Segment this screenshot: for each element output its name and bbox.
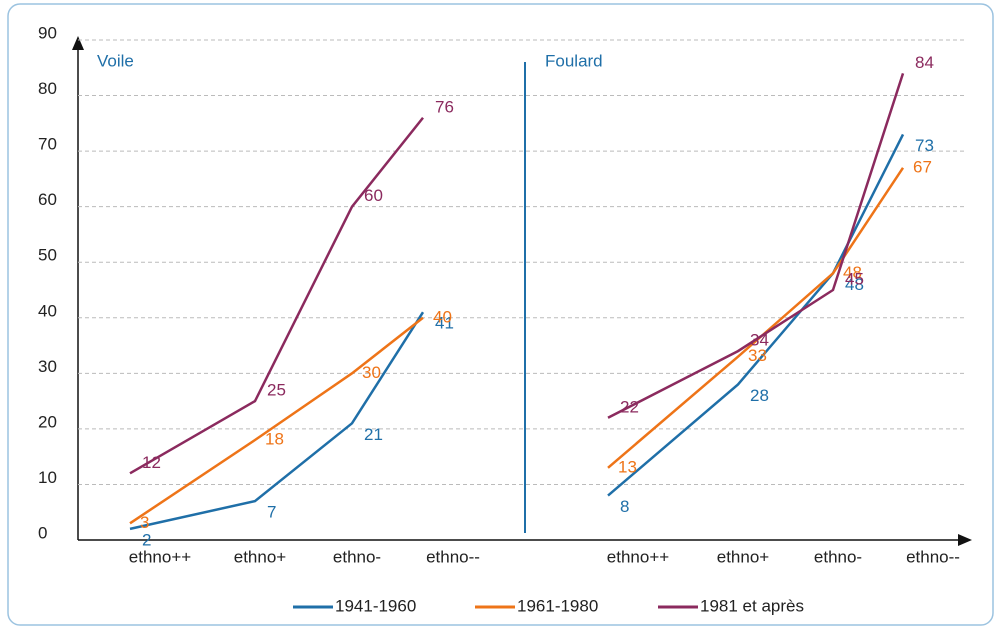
data-label: 30 [362,363,381,382]
data-label: 25 [267,381,286,400]
y-tick-label: 10 [38,468,57,487]
x-tick-label: ethno++ [607,547,669,566]
panel-title: Foulard [545,51,603,70]
y-tick-label: 90 [38,23,57,42]
data-label: 3 [140,513,149,532]
x-tick-label: ethno-- [426,547,480,566]
data-label: 67 [913,157,932,176]
x-tick-label: ethno- [814,547,862,566]
x-tick-label: ethno+ [234,547,287,566]
y-arrow [72,36,84,50]
data-label: 34 [750,331,769,350]
x-tick-label: ethno+ [717,547,770,566]
y-tick-label: 80 [38,79,57,98]
y-tick-label: 20 [38,412,57,431]
data-label: 60 [364,186,383,205]
y-tick-label: 40 [38,301,57,320]
data-label: 21 [364,425,383,444]
data-label: 7 [267,503,276,522]
x-arrow [958,534,972,546]
panel-title: Voile [97,51,134,70]
data-label: 76 [435,97,454,116]
data-label: 18 [265,429,284,448]
data-label: 12 [142,453,161,472]
series-line [129,116,424,475]
series-line [607,167,905,469]
data-label: 40 [433,307,452,326]
data-label: 73 [915,136,934,155]
data-label: 2 [142,530,151,549]
y-tick-label: 50 [38,246,57,265]
series-line [129,311,425,531]
data-label: 22 [620,397,639,416]
data-label: 41 [435,314,454,333]
x-tick-label: ethno- [333,547,381,566]
data-label: 13 [618,457,637,476]
legend-label: 1961-1980 [517,596,598,615]
y-tick-label: 0 [38,523,47,542]
series-line [607,72,905,419]
data-label: 28 [750,386,769,405]
series-line [129,316,424,525]
legend-label: 1981 et après [700,596,804,615]
data-label: 33 [748,346,767,365]
data-label: 8 [620,497,629,516]
data-label: 84 [915,53,934,72]
data-label: 48 [845,275,864,294]
frame [7,3,994,626]
data-label: 48 [843,263,862,282]
y-tick-label: 70 [38,135,57,154]
legend-label: 1941-1960 [335,596,416,615]
series-line [607,133,905,497]
x-tick-label: ethno++ [129,547,191,566]
x-tick-label: ethno-- [906,547,960,566]
y-tick-label: 60 [38,190,57,209]
data-label: 45 [845,269,864,288]
y-tick-label: 30 [38,357,57,376]
